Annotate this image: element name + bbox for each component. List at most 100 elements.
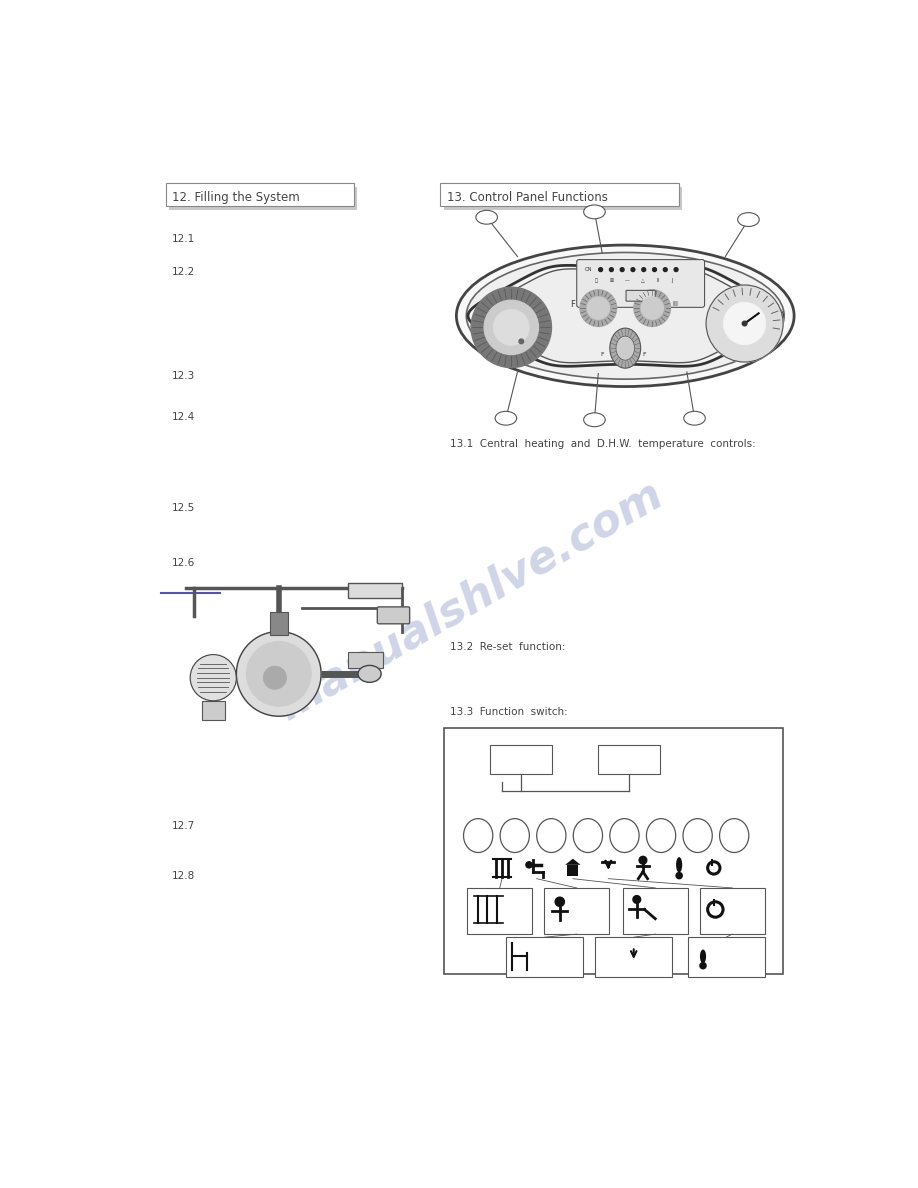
Circle shape	[580, 290, 617, 327]
Text: 🎵: 🎵	[595, 278, 598, 283]
Ellipse shape	[646, 819, 676, 853]
FancyBboxPatch shape	[270, 612, 288, 636]
Circle shape	[653, 267, 656, 272]
Polygon shape	[565, 859, 580, 865]
Ellipse shape	[738, 213, 759, 227]
Circle shape	[263, 666, 286, 689]
FancyBboxPatch shape	[377, 607, 409, 624]
FancyBboxPatch shape	[348, 652, 383, 668]
Circle shape	[519, 339, 523, 343]
Bar	[170, 188, 357, 210]
Bar	[467, 887, 532, 934]
Circle shape	[471, 287, 552, 367]
Ellipse shape	[466, 253, 784, 379]
Ellipse shape	[358, 665, 381, 682]
Polygon shape	[485, 261, 766, 371]
Ellipse shape	[700, 949, 706, 963]
Ellipse shape	[616, 336, 634, 360]
Text: 13.2  Re-set  function:: 13.2 Re-set function:	[450, 642, 565, 652]
Circle shape	[599, 267, 602, 272]
Circle shape	[723, 302, 766, 345]
Circle shape	[633, 290, 671, 327]
Text: 12.5: 12.5	[173, 504, 196, 513]
Text: ON: ON	[585, 267, 593, 272]
Circle shape	[664, 267, 667, 272]
Polygon shape	[479, 268, 771, 362]
Bar	[490, 745, 552, 773]
Circle shape	[706, 285, 783, 362]
FancyBboxPatch shape	[202, 701, 225, 720]
Bar	[688, 937, 765, 978]
Ellipse shape	[573, 819, 602, 853]
Circle shape	[710, 864, 719, 872]
Ellipse shape	[683, 819, 712, 853]
Text: —: —	[625, 278, 630, 283]
Circle shape	[674, 267, 678, 272]
Text: F: F	[571, 299, 576, 309]
Ellipse shape	[495, 411, 517, 425]
Circle shape	[493, 309, 530, 346]
Circle shape	[706, 901, 724, 918]
Ellipse shape	[464, 819, 493, 853]
Text: 12.8: 12.8	[173, 871, 196, 881]
Circle shape	[237, 632, 321, 716]
Ellipse shape	[610, 328, 641, 368]
Bar	[444, 728, 783, 974]
Circle shape	[706, 860, 722, 876]
Bar	[599, 745, 660, 773]
Bar	[441, 183, 679, 207]
Circle shape	[743, 321, 747, 326]
Text: 13. Control Panel Functions: 13. Control Panel Functions	[446, 191, 608, 203]
Ellipse shape	[456, 245, 794, 386]
Polygon shape	[468, 265, 782, 366]
Text: 12.3: 12.3	[173, 371, 196, 381]
Text: 12. Filling the System: 12. Filling the System	[173, 191, 300, 203]
Bar	[700, 887, 765, 934]
Text: 12.6: 12.6	[173, 558, 196, 568]
Bar	[443, 188, 682, 210]
Circle shape	[190, 655, 237, 701]
Circle shape	[641, 297, 664, 320]
Text: 12.4: 12.4	[173, 412, 196, 422]
Circle shape	[676, 872, 682, 879]
Text: manualshlve.com: manualshlve.com	[270, 472, 671, 728]
Ellipse shape	[684, 411, 705, 425]
Circle shape	[633, 896, 641, 903]
Circle shape	[588, 297, 610, 320]
Circle shape	[642, 267, 645, 272]
Bar	[544, 887, 609, 934]
Text: II: II	[656, 278, 659, 283]
Bar	[166, 183, 354, 207]
Text: 13.3  Function  switch:: 13.3 Function switch:	[450, 707, 567, 718]
Ellipse shape	[500, 819, 530, 853]
Text: 13.1  Central  heating  and  D.H.W.  temperature  controls:: 13.1 Central heating and D.H.W. temperat…	[450, 440, 756, 449]
Ellipse shape	[584, 204, 605, 219]
Ellipse shape	[676, 857, 682, 872]
Text: J: J	[671, 278, 673, 283]
Bar	[567, 865, 578, 876]
Text: F: F	[643, 352, 645, 356]
Circle shape	[700, 962, 706, 968]
Ellipse shape	[584, 413, 605, 426]
Circle shape	[710, 903, 722, 916]
Circle shape	[621, 267, 624, 272]
Circle shape	[555, 897, 565, 906]
Text: III: III	[673, 302, 678, 308]
Text: △: △	[641, 278, 644, 283]
Text: F: F	[600, 352, 604, 356]
Text: 12.7: 12.7	[173, 821, 196, 830]
Ellipse shape	[720, 819, 749, 853]
FancyBboxPatch shape	[577, 260, 704, 308]
Text: 12.1: 12.1	[173, 234, 196, 244]
FancyBboxPatch shape	[626, 290, 655, 302]
Text: 12.2: 12.2	[173, 267, 196, 278]
Bar	[595, 937, 672, 978]
Circle shape	[639, 857, 647, 864]
Bar	[506, 937, 583, 978]
Circle shape	[526, 861, 532, 868]
Circle shape	[246, 642, 311, 706]
Ellipse shape	[610, 819, 639, 853]
Circle shape	[610, 267, 613, 272]
Polygon shape	[490, 264, 760, 368]
Circle shape	[631, 267, 635, 272]
